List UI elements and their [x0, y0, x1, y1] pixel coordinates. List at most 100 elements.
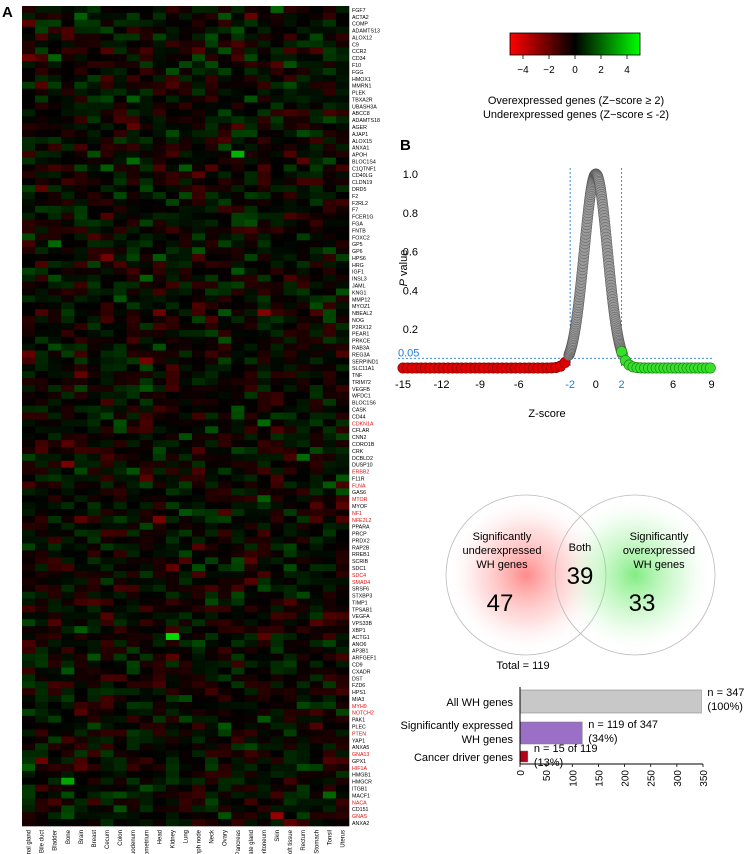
heatmap-cell: [283, 88, 297, 96]
heatmap-cell: [48, 695, 62, 703]
heatmap-cell: [87, 12, 101, 21]
heatmap-cell: [61, 460, 75, 468]
heatmap-cell: [205, 743, 219, 751]
heatmap-cell: [87, 123, 101, 131]
heatmap-cell: [48, 440, 62, 448]
heatmap-cell: [35, 460, 49, 468]
heatmap-cell: [165, 378, 180, 386]
heatmap: [22, 6, 350, 827]
heatmap-cell: [178, 143, 193, 152]
heatmap-cell: [113, 254, 127, 262]
heatmap-cell: [178, 102, 193, 110]
heatmap-cell: [218, 481, 232, 489]
heatmap-cell: [74, 736, 88, 744]
heatmap-cell: [35, 695, 49, 703]
heatmap-cell: [48, 577, 62, 586]
heatmap-cell: [74, 378, 88, 386]
heatmap-cell: [335, 136, 350, 145]
heatmap-cell: [257, 357, 271, 365]
heatmap-cell: [35, 522, 49, 530]
heatmap-cell: [113, 536, 127, 544]
heatmap-cell: [74, 419, 88, 427]
heatmap-cell: [283, 681, 297, 689]
heatmap-cell: [48, 688, 62, 696]
heatmap-cell: [113, 681, 127, 689]
heatmap-cell: [165, 405, 180, 413]
heatmap-cell: [283, 102, 297, 110]
heatmap-cell: [22, 763, 36, 772]
heatmap-cell: [257, 626, 271, 634]
gene-label: FCER1G: [352, 215, 374, 221]
heatmap-cell: [113, 260, 127, 269]
heatmap-cell: [178, 619, 193, 627]
heatmap-cell: [192, 681, 206, 689]
heatmap-cell: [35, 701, 49, 710]
heatmap-cell: [218, 336, 232, 344]
colorbar-tick-label: 2: [598, 65, 604, 76]
heatmap-cell: [309, 54, 324, 62]
heatmap-cell: [296, 660, 311, 668]
heatmap-cell: [74, 757, 88, 765]
heatmap-cell: [218, 33, 232, 41]
heatmap-cell: [87, 729, 101, 737]
heatmap-cell: [309, 474, 324, 482]
heatmap-cell: [113, 130, 127, 138]
heatmap-cell: [244, 722, 258, 730]
heatmap-cell: [270, 88, 284, 96]
heatmap-cell: [87, 564, 101, 572]
heatmap-cell: [309, 254, 324, 262]
heatmap-cell: [35, 81, 49, 89]
heatmap-cell: [178, 743, 193, 751]
heatmap-cell: [61, 509, 75, 517]
heatmap-cell: [126, 681, 141, 689]
heatmap-cell: [205, 371, 219, 379]
heatmap-cell: [244, 777, 258, 785]
heatmap-cell: [87, 543, 101, 551]
heatmap-cell: [87, 33, 101, 41]
heatmap-cell: [231, 226, 245, 234]
heatmap-cell: [309, 743, 324, 751]
heatmap-cell: [335, 378, 350, 386]
heatmap-cell: [205, 212, 219, 220]
heatmap-cell: [113, 219, 127, 227]
heatmap-cell: [178, 384, 193, 393]
heatmap-cell: [165, 157, 180, 165]
heatmap-cell: [22, 171, 36, 179]
heatmap-cell: [244, 750, 258, 758]
heatmap-cell: [283, 412, 297, 420]
heatmap-cell: [126, 371, 141, 379]
heatmap-cell: [231, 605, 245, 613]
heatmap-cell: [126, 405, 141, 413]
heatmap-cell: [231, 233, 245, 241]
heatmap-cell: [74, 805, 88, 813]
heatmap-cell: [283, 819, 297, 827]
heatmap-cell: [192, 633, 206, 641]
heatmap-cell: [61, 150, 75, 158]
heatmap-cell: [192, 74, 206, 83]
heatmap-cell: [257, 763, 271, 772]
heatmap-cell: [244, 164, 258, 172]
heatmap-cell: [74, 157, 88, 165]
heatmap-cell: [178, 674, 193, 682]
heatmap-cell: [296, 405, 311, 413]
heatmap-cell: [283, 757, 297, 765]
heatmap-cell: [35, 40, 49, 48]
heatmap-cell: [87, 357, 101, 365]
heatmap-cell: [178, 515, 193, 524]
heatmap-cell: [322, 350, 337, 358]
heatmap-cell: [74, 357, 88, 365]
heatmap-cell: [192, 812, 206, 820]
heatmap-cell: [335, 61, 350, 69]
heatmap-cell: [139, 260, 154, 269]
heatmap-cell: [126, 495, 141, 503]
heatmap-cell: [113, 743, 127, 751]
heatmap-cell: [178, 226, 193, 234]
heatmap-cell: [35, 309, 49, 317]
heatmap-cell: [22, 143, 36, 152]
heatmap-cell: [296, 74, 311, 83]
heatmap-cell: [309, 667, 324, 675]
heatmap-cell: [296, 474, 311, 482]
heatmap-cell: [126, 708, 141, 717]
heatmap-cell: [74, 777, 88, 785]
heatmap-cell: [165, 515, 180, 524]
